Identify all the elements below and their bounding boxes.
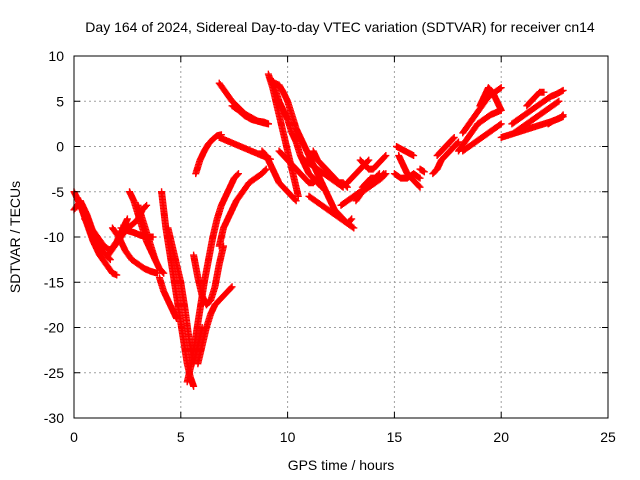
data-series-arc31 — [356, 152, 390, 173]
y-axis-label: SDTVAR / TECUs — [7, 181, 23, 293]
data-series-arc44 — [510, 97, 563, 137]
data-series-arc35 — [393, 143, 418, 160]
data-series-arc23 — [258, 147, 300, 205]
y-tick-label: -25 — [44, 365, 64, 381]
y-tick-label: -5 — [52, 184, 65, 200]
data-series-arc45 — [508, 86, 567, 128]
data-series-arc36 — [416, 165, 428, 176]
data-series-arc40 — [454, 106, 505, 155]
data-series-arc11 — [155, 274, 181, 322]
data-series-arc37 — [429, 138, 462, 178]
x-tick-label: 25 — [600, 429, 616, 445]
data-series-arc30 — [352, 170, 390, 205]
x-tick-label: 0 — [70, 429, 78, 445]
data-series-arc21 — [267, 75, 326, 191]
x-tick-label: 20 — [493, 429, 509, 445]
data-series-arc26 — [309, 147, 351, 191]
data-series-arc33 — [395, 152, 424, 191]
x-axis-ticks: 0 5 10 15 20 25 — [70, 56, 616, 445]
y-tick-label: -15 — [44, 274, 64, 290]
y-tick-label: -10 — [44, 229, 64, 245]
data-series-arc42 — [476, 84, 505, 114]
data-series-arc46 — [523, 88, 548, 110]
y-axis-ticks: -30 -25 -20 -15 -10 -5 0 5 10 — [44, 48, 608, 426]
data-series-arc19 — [228, 102, 272, 128]
data-marks — [70, 70, 567, 390]
data-series-arc32 — [358, 170, 383, 191]
x-tick-label: 15 — [387, 429, 403, 445]
data-series-arc14 — [194, 283, 236, 368]
y-tick-label: 0 — [56, 139, 64, 155]
data-series-arc41 — [459, 120, 505, 155]
y-tick-label: -20 — [44, 320, 64, 336]
data-series-arc15 — [215, 165, 270, 250]
x-tick-label: 10 — [280, 429, 296, 445]
data-series-arc38 — [433, 133, 458, 160]
data-series-arc24 — [275, 147, 326, 187]
y-tick-label: 10 — [48, 48, 64, 64]
data-series-arc47 — [544, 111, 567, 128]
x-axis-label: GPS time / hours — [288, 457, 395, 473]
chart-title: Day 164 of 2024, Sidereal Day-to-day VTE… — [85, 19, 595, 35]
data-series-arc12 — [183, 170, 242, 386]
y-tick-label: -30 — [44, 410, 64, 426]
y-tick-label: 5 — [56, 93, 64, 109]
data-series-arc16 — [192, 131, 225, 178]
data-series-arc27 — [305, 192, 358, 232]
data-series-arc13 — [190, 242, 228, 309]
x-tick-label: 5 — [177, 429, 185, 445]
data-series-arc34 — [390, 170, 424, 182]
data-series-arc8 — [134, 201, 168, 277]
